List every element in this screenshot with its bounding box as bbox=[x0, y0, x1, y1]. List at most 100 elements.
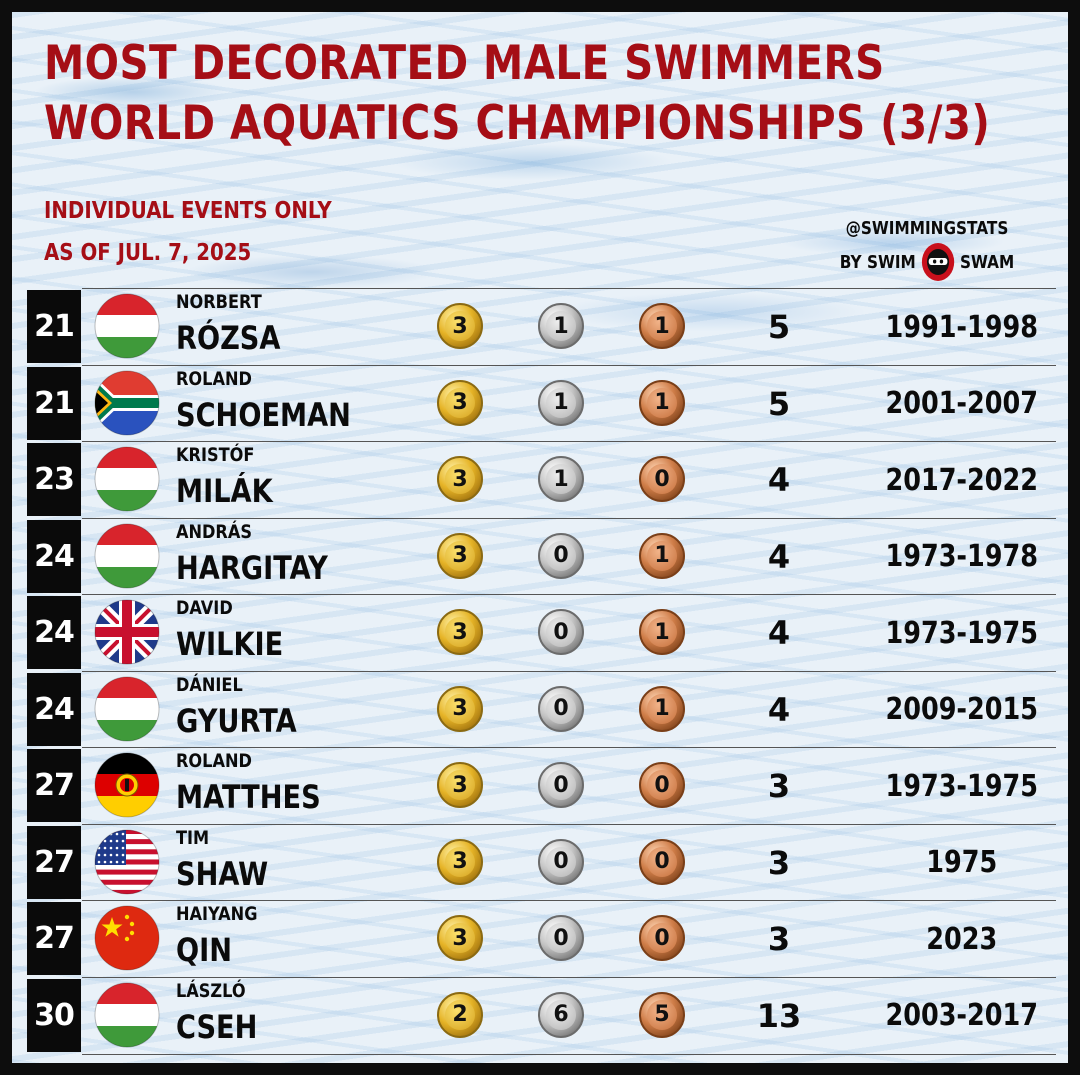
first-name: ROLAND bbox=[176, 367, 252, 390]
last-name: SHAW bbox=[176, 854, 269, 893]
brand-handle: @SWIMMINGSTATS bbox=[845, 218, 1009, 239]
bronze-medal-value: 1 bbox=[647, 693, 677, 724]
years-span: 1975 bbox=[862, 825, 1062, 901]
years-value: 2017-2022 bbox=[885, 462, 1039, 498]
first-name: DÁNIEL bbox=[176, 673, 243, 696]
gold-medal-value: 3 bbox=[445, 540, 475, 571]
rank-badge: 21 bbox=[27, 366, 81, 440]
years-span: 2009-2015 bbox=[862, 672, 1062, 748]
silver-medal-count: 0 bbox=[538, 532, 584, 579]
last-name: MATTHES bbox=[176, 778, 321, 816]
swimswam-ninja-logo-icon bbox=[921, 243, 955, 281]
last-name: GYURTA bbox=[176, 701, 297, 740]
bronze-medal-value: 5 bbox=[647, 999, 677, 1030]
united-states-flag-icon bbox=[94, 829, 160, 894]
silver-medal-value: 0 bbox=[546, 693, 576, 724]
rank-badge: 24 bbox=[27, 596, 81, 669]
silver-medal-value: 1 bbox=[546, 464, 576, 494]
title-line-1: MOST DECORATED MALE SWIMMERS bbox=[44, 36, 885, 91]
gold-medal-count: 3 bbox=[437, 456, 483, 502]
gold-medal-value: 3 bbox=[445, 923, 475, 953]
rank-badge: 27 bbox=[27, 749, 81, 822]
silver-medal-count: 0 bbox=[538, 685, 584, 732]
total-medals: 3 bbox=[767, 767, 791, 805]
years-span: 1991-1998 bbox=[862, 289, 1062, 365]
last-name: SCHOEMAN bbox=[176, 395, 351, 434]
years-span: 1973-1975 bbox=[862, 595, 1062, 671]
brand-by-left: BY SWIM bbox=[839, 251, 916, 273]
last-name: CSEH bbox=[176, 1007, 258, 1046]
last-name: HARGITAY bbox=[176, 548, 328, 587]
total-medals: 5 bbox=[767, 384, 791, 423]
silver-medal-count: 1 bbox=[538, 456, 584, 502]
gold-medal-value: 3 bbox=[445, 846, 475, 877]
bronze-medal-value: 0 bbox=[647, 770, 677, 800]
last-name: QIN bbox=[176, 931, 233, 969]
rank-badge: 24 bbox=[27, 519, 81, 593]
gold-medal-value: 3 bbox=[445, 770, 475, 800]
table-row: TIM SHAW 3 0 0 3 1975 bbox=[82, 823, 1056, 901]
rank-badge: 27 bbox=[27, 825, 81, 899]
hungary-flag-icon bbox=[94, 982, 160, 1047]
page-title: MOST DECORATED MALE SWIMMERS WORLD AQUAT… bbox=[44, 34, 990, 154]
subtitle-line-2: AS OF JUL. 7, 2025 bbox=[44, 240, 252, 266]
silver-medal-value: 1 bbox=[546, 387, 576, 418]
years-span: 2017-2022 bbox=[862, 442, 1062, 518]
table-row: DAVID WILKIE 3 0 1 4 1973-1975 bbox=[82, 594, 1056, 671]
years-span: 2003-2017 bbox=[862, 978, 1062, 1054]
total-medals: 4 bbox=[767, 614, 791, 652]
rank-badge: 21 bbox=[27, 290, 81, 363]
total-medals: 13 bbox=[756, 996, 802, 1035]
first-name: ROLAND bbox=[176, 750, 252, 772]
bronze-medal-count: 5 bbox=[639, 991, 685, 1038]
gold-medal-count: 3 bbox=[437, 532, 483, 579]
bronze-medal-count: 1 bbox=[639, 685, 685, 732]
bronze-medal-value: 1 bbox=[647, 540, 677, 571]
table-row: DÁNIEL GYURTA 3 0 1 4 2009-2015 bbox=[82, 670, 1056, 748]
years-span: 2023 bbox=[862, 901, 1062, 977]
gold-medal-count: 3 bbox=[437, 685, 483, 732]
years-span: 1973-1975 bbox=[862, 748, 1062, 824]
gold-medal-count: 3 bbox=[437, 915, 483, 961]
gold-medal-value: 3 bbox=[445, 617, 475, 647]
subtitle: INDIVIDUAL EVENTS ONLY AS OF JUL. 7, 202… bbox=[44, 190, 332, 274]
first-name: KRISTÓF bbox=[176, 444, 255, 466]
table-row: NORBERT RÓZSA 3 1 1 5 1991-1998 bbox=[82, 288, 1056, 365]
total-medals: 3 bbox=[767, 920, 791, 958]
gold-medal-count: 3 bbox=[437, 379, 483, 426]
silver-medal-value: 0 bbox=[546, 617, 576, 647]
table-row: ANDRÁS HARGITAY 3 0 1 4 1973-1978 bbox=[82, 517, 1056, 595]
china-flag-icon bbox=[94, 905, 160, 971]
silver-medal-value: 6 bbox=[546, 999, 576, 1030]
table-row: ROLAND MATTHES 3 0 0 3 1973-1975 bbox=[82, 747, 1056, 824]
rank-badge: 23 bbox=[27, 443, 81, 516]
bronze-medal-count: 1 bbox=[639, 379, 685, 426]
years-value: 1973-1975 bbox=[885, 768, 1039, 804]
years-value: 2003-2017 bbox=[885, 998, 1039, 1033]
years-value: 2001-2007 bbox=[885, 386, 1039, 421]
bronze-medal-value: 0 bbox=[647, 923, 677, 953]
years-value: 1991-1998 bbox=[885, 309, 1039, 345]
title-line-2: WORLD AQUATICS CHAMPIONSHIPS (3/3) bbox=[44, 96, 991, 151]
gold-medal-value: 3 bbox=[445, 464, 475, 494]
bronze-medal-count: 0 bbox=[639, 915, 685, 961]
silver-medal-value: 0 bbox=[546, 770, 576, 800]
total-medals: 4 bbox=[767, 537, 791, 576]
years-value: 1973-1975 bbox=[885, 615, 1039, 651]
bronze-medal-value: 0 bbox=[647, 846, 677, 877]
last-name: RÓZSA bbox=[176, 319, 281, 357]
bronze-medal-value: 1 bbox=[647, 617, 677, 647]
silver-medal-count: 1 bbox=[538, 379, 584, 426]
years-span: 1973-1978 bbox=[862, 519, 1062, 595]
gold-medal-value: 2 bbox=[445, 999, 475, 1030]
years-value: 1973-1978 bbox=[885, 539, 1039, 574]
silver-medal-count: 0 bbox=[538, 762, 584, 808]
first-name: LÁSZLÓ bbox=[176, 979, 246, 1002]
gold-medal-value: 3 bbox=[445, 311, 475, 341]
gold-medal-count: 3 bbox=[437, 303, 483, 349]
hungary-flag-icon bbox=[94, 293, 160, 359]
years-value: 2009-2015 bbox=[885, 692, 1039, 727]
bronze-medal-count: 1 bbox=[639, 609, 685, 655]
bronze-medal-count: 0 bbox=[639, 762, 685, 808]
brand-byline: BY SWIM SWAM bbox=[829, 242, 1025, 282]
